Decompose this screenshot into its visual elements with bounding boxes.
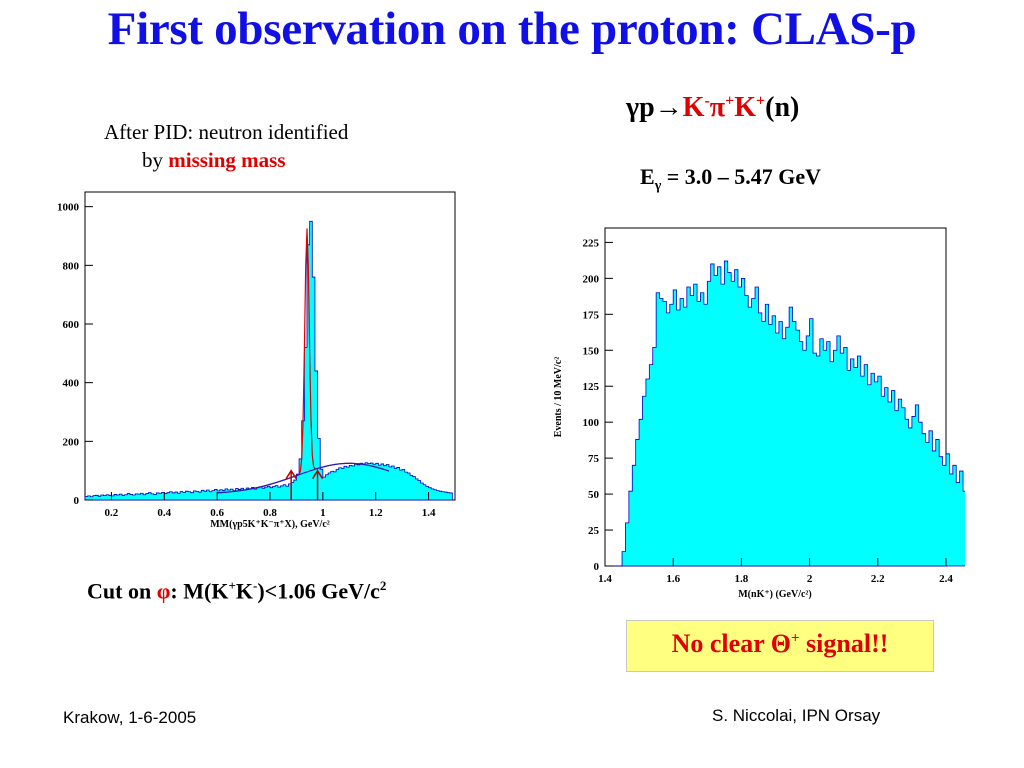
x-tick-label: 2.2 [871, 573, 885, 585]
reaction-prefix: γp→ [626, 92, 683, 123]
x-tick-label: 2 [807, 573, 813, 585]
after-pid-by: by [142, 148, 169, 172]
footer-date-location: Krakow, 1-6-2005 [63, 708, 197, 727]
y-tick-label: 150 [583, 345, 600, 357]
y-axis-label: Events / 10 MeV/c² [553, 357, 564, 437]
reaction-label: γp→K-π+K+(n) [626, 92, 799, 124]
y-tick-label: 125 [583, 381, 600, 393]
cut-arrow-head [285, 469, 297, 480]
y-tick-label: 75 [588, 453, 600, 465]
y-tick-label: 100 [583, 417, 600, 429]
histogram-bars [84, 220, 453, 501]
cut-arrow-head [311, 469, 324, 480]
axes: 1.4 1.6 1.8 2 2.2 2.4 0 25 50 75 100 125 150 175 200 22… [583, 237, 954, 585]
after-pid-note: After PID: neutron identified by missing… [104, 118, 348, 174]
reaction-kminus: K-π+K+ [682, 92, 766, 123]
cut-arrows [285, 469, 324, 500]
y-tick-label: 600 [63, 319, 80, 331]
x-tick-label: 1.4 [598, 573, 612, 585]
slide-title: First observation on the proton: CLAS-p [107, 3, 917, 55]
histogram-bars [605, 260, 965, 567]
y-tick-label: 200 [63, 436, 80, 448]
y-tick-label: 800 [63, 260, 80, 272]
y-tick-label: 0 [74, 495, 80, 507]
y-tick-label: 175 [583, 309, 600, 321]
y-tick-label: 200 [583, 273, 600, 285]
y-tick-label: 0 [594, 561, 600, 573]
phi-symbol: φ [156, 578, 171, 604]
x-tick-label: 1 [320, 507, 326, 519]
no-signal-text: No clear Θ+ signal!! [671, 629, 889, 658]
footer-author: S. Niccolai, IPN Orsay [712, 706, 881, 725]
background-fit-curve [217, 462, 390, 494]
chart-frame [84, 191, 456, 501]
no-signal-callout: No clear Θ+ signal!! [626, 620, 934, 672]
after-pid-line1: After PID: neutron identified [104, 120, 349, 144]
missing-mass-highlight: missing mass [168, 148, 286, 172]
axes: 0.2 0.4 0.6 0.8 1 1.2 1.4 0 200 400 600 800 1000 [57, 202, 436, 519]
x-tick-label: 2.4 [939, 573, 953, 585]
reaction-suffix: (n) [765, 92, 800, 123]
histogram-fill [605, 260, 965, 567]
x-tick-label: 0.2 [105, 507, 119, 519]
cut-label: Cut on φ: M(K+K-)<1.06 GeV/c2 [87, 578, 387, 604]
x-axis-label: M(nK⁺) (GeV/c²) [738, 589, 812, 600]
after-pid-line2: by missing mass [104, 146, 348, 174]
missing-mass-histogram: 0.2 0.4 0.6 0.8 1 1.2 1.4 0 200 400 600 800 1000 MM(… [57, 191, 456, 530]
x-tick-label: 1.6 [666, 573, 680, 585]
x-tick-label: 0.8 [263, 507, 277, 519]
energy-range-label: Eγ = 3.0 – 5.47 GeV [640, 164, 822, 194]
x-tick-label: 1.4 [422, 507, 436, 519]
nk-mass-histogram: 1.4 1.6 1.8 2 2.2 2.4 0 25 50 75 100 125 150 175 200 22… [553, 227, 965, 600]
x-tick-label: 0.4 [157, 507, 171, 519]
fit-curves [217, 228, 390, 494]
y-tick-label: 1000 [57, 202, 80, 214]
x-tick-label: 1.2 [369, 507, 383, 519]
y-tick-label: 25 [588, 525, 600, 537]
y-tick-label: 400 [63, 378, 80, 390]
x-tick-label: 1.8 [735, 573, 749, 585]
y-tick-label: 225 [583, 237, 600, 249]
histogram-fill [84, 220, 453, 501]
x-axis-label: MM(γp5K⁺K⁻π⁺X), GeV/c² [210, 519, 330, 530]
y-tick-label: 50 [588, 489, 600, 501]
x-tick-label: 0.6 [210, 507, 224, 519]
